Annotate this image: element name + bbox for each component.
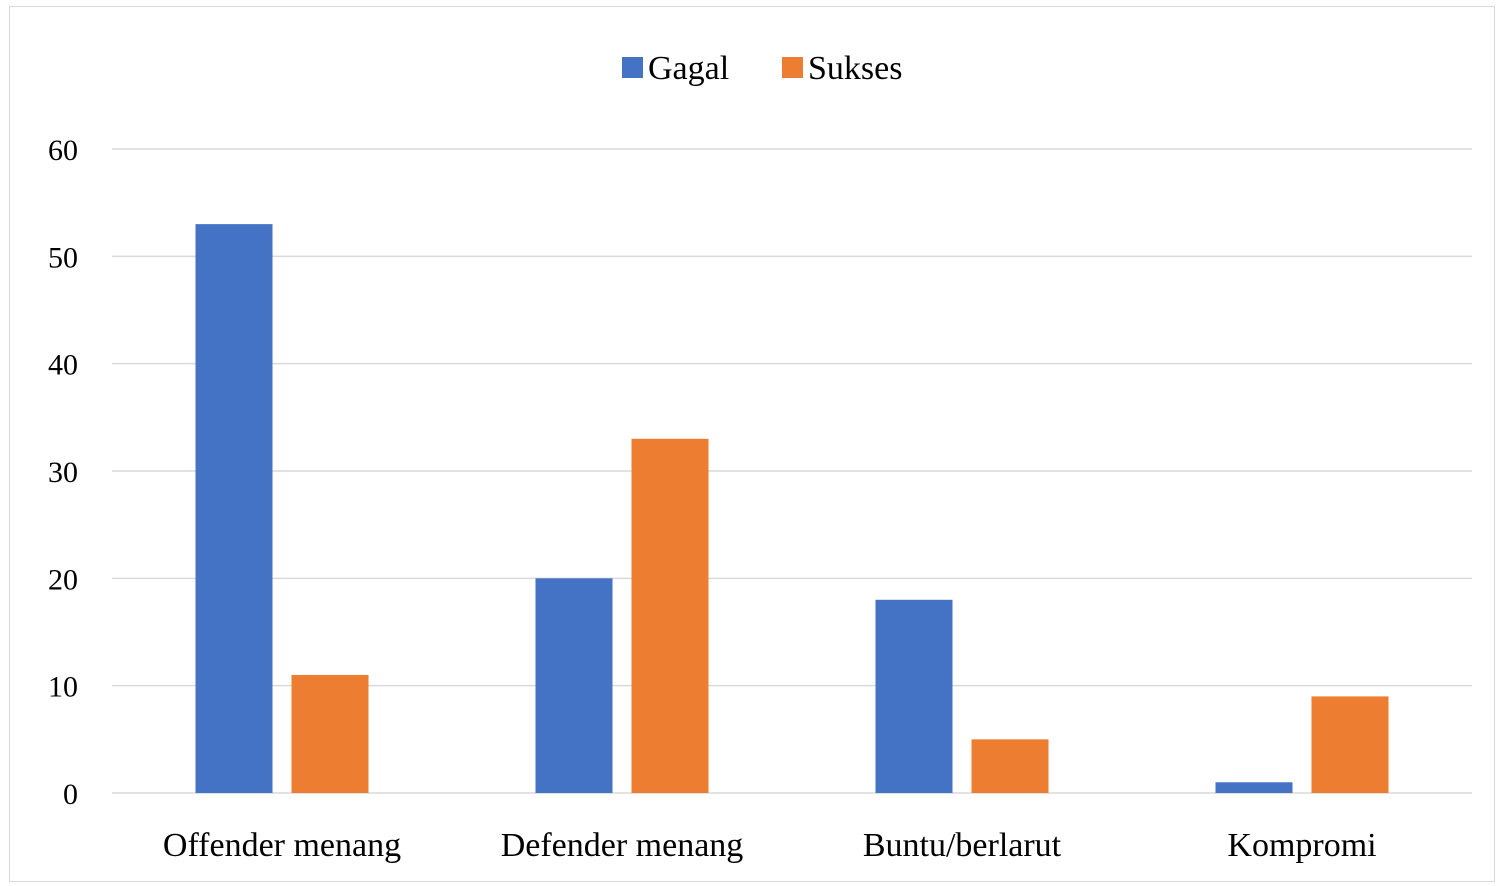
- y-tick-label: 40: [48, 349, 78, 382]
- x-category-label: Offender menang: [163, 827, 401, 864]
- y-tick-label: 30: [48, 456, 78, 489]
- x-category-label: Buntu/berlarut: [863, 827, 1062, 864]
- bar-gagal: [1215, 782, 1293, 793]
- bar-sukses: [631, 438, 709, 793]
- bar-sukses: [971, 739, 1049, 793]
- bar-sukses: [1311, 696, 1389, 793]
- bar-sukses: [291, 674, 369, 793]
- legend-swatch-gagal: [622, 57, 643, 78]
- y-tick-label: 50: [48, 241, 78, 274]
- x-category-label: Defender menang: [501, 827, 744, 864]
- bar-gagal: [195, 224, 273, 794]
- legend-label: Sukses: [808, 50, 902, 87]
- x-category-label: Kompromi: [1227, 827, 1376, 864]
- y-tick-label: 60: [48, 134, 78, 167]
- y-tick-label: 20: [48, 563, 78, 596]
- bar-gagal: [875, 599, 953, 793]
- y-tick-label: 0: [63, 778, 78, 811]
- legend-label: Gagal: [648, 50, 729, 87]
- legend-swatch-sukses: [782, 57, 803, 78]
- bar-gagal: [535, 578, 613, 793]
- y-tick-label: 10: [48, 671, 78, 704]
